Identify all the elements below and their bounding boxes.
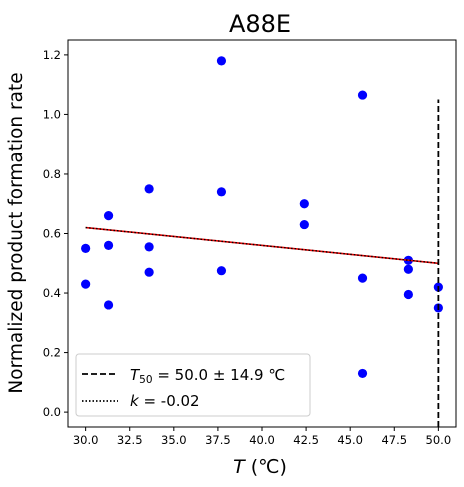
data-point — [81, 243, 91, 253]
x-axis-label-symbol: T — [233, 456, 246, 478]
legend-box — [75, 353, 311, 417]
data-point — [144, 242, 154, 252]
legend-k-symbol: k — [130, 392, 140, 410]
x-tick-label: 40.0 — [249, 433, 275, 447]
legend-t50-subscript: 50 — [139, 374, 152, 386]
data-point — [216, 56, 227, 66]
x-tick-label: 50.0 — [426, 433, 452, 447]
x-tick-label: 32.5 — [117, 433, 143, 447]
x-tick-label: 47.5 — [381, 433, 407, 447]
data-point — [216, 187, 227, 197]
x-axis-label-unit: (℃) — [245, 456, 287, 478]
x-tick-label: 30.0 — [73, 433, 99, 447]
data-point — [357, 368, 368, 379]
legend-entry-k: k = -0.02 — [130, 392, 200, 410]
data-point — [357, 90, 368, 100]
data-point — [81, 279, 91, 289]
data-point — [103, 211, 114, 221]
plot-frame — [67, 39, 457, 428]
data-point — [144, 267, 154, 277]
legend: T50 = 50.0 ± 14.9 ℃ k = -0.02 — [75, 353, 311, 417]
data-point — [403, 264, 413, 274]
y-axis-label: Normalized product formation rate — [6, 72, 27, 393]
x-axis-label: T (℃) — [233, 456, 287, 478]
data-point — [103, 300, 114, 310]
y-tick-label: 0.8 — [43, 167, 61, 181]
data-point — [216, 266, 227, 276]
data-point — [299, 199, 309, 209]
legend-entry-t50: T50 = 50.0 ± 14.9 ℃ — [130, 366, 285, 386]
data-point — [403, 289, 413, 300]
y-tick-label: 0.0 — [43, 405, 61, 419]
x-tick-label: 35.0 — [161, 433, 187, 447]
x-ticks: 30.0 32.5 35.0 37.5 40.0 42.5 45.0 47.5 50.0 — [73, 427, 451, 447]
data-point — [144, 184, 154, 194]
plot-area — [81, 56, 443, 427]
x-tick-label: 37.5 — [205, 433, 231, 447]
y-tick-label: 0.2 — [43, 346, 61, 360]
data-point — [357, 273, 368, 283]
y-axis-label-text: Normalized product formation rate — [6, 72, 27, 393]
y-tick-label: 1.2 — [43, 48, 61, 62]
chart-title: A88E — [229, 10, 291, 38]
y-tick-label: 0.6 — [43, 227, 61, 241]
y-tick-label: 1.0 — [43, 107, 61, 121]
y-tick-label: 0.4 — [43, 286, 61, 300]
legend-t50-rest: = 50.0 ± 14.9 ℃ — [153, 366, 286, 384]
legend-k-rest: = -0.02 — [139, 392, 200, 410]
legend-t50-symbol: T — [130, 366, 141, 384]
linear-trend-dotted-line — [85, 226, 439, 264]
data-point — [299, 219, 309, 230]
x-tick-label: 45.0 — [337, 433, 363, 447]
y-ticks: 0.0 0.2 0.4 0.6 0.8 1.0 1.2 — [43, 48, 68, 419]
data-point — [103, 240, 114, 251]
x-tick-label: 42.5 — [293, 433, 319, 447]
